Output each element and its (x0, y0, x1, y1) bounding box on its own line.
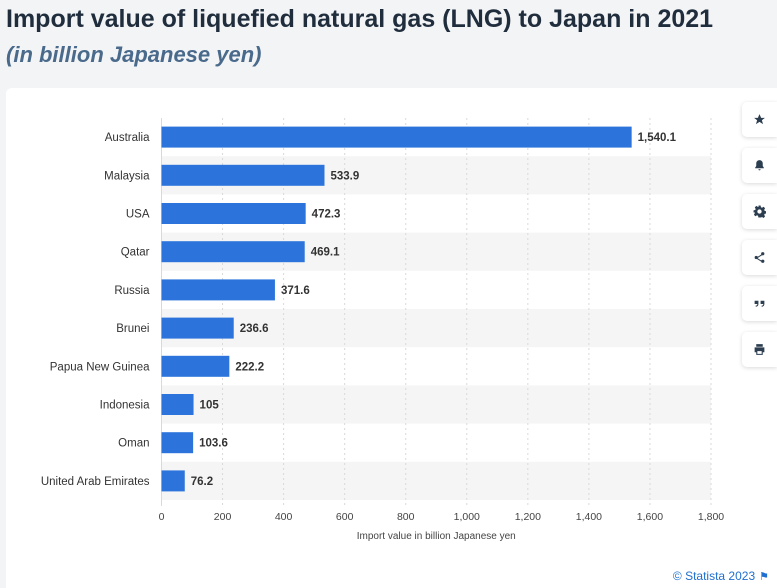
category-label: Australia (105, 132, 150, 144)
value-label: 1,540.1 (638, 132, 677, 144)
bar[interactable] (161, 241, 305, 263)
value-label: 105 (200, 400, 220, 412)
statista-credit[interactable]: © Statista 2023 ⚑ (673, 569, 769, 583)
bar[interactable] (161, 164, 325, 186)
category-label: Papua New Guinea (50, 361, 150, 373)
bar[interactable] (161, 394, 194, 415)
row-band (161, 309, 711, 348)
value-label: 76.2 (191, 476, 213, 488)
value-label: 533.9 (330, 170, 359, 182)
page-subtitle: (in billion Japanese yen) (6, 42, 262, 67)
category-label: USA (126, 209, 150, 221)
value-label: 222.2 (235, 361, 264, 373)
credit-text: © Statista 2023 (672, 569, 756, 583)
value-label: 103.6 (199, 438, 228, 450)
x-tick-label: 1,800 (698, 511, 724, 523)
star-icon (754, 114, 765, 125)
row-band (161, 461, 711, 500)
category-label: Oman (118, 438, 149, 450)
x-tick-label: 800 (397, 511, 415, 523)
x-tick-labels: 0 200 400 600 800 1,000 1,200 1,400 1,600 1,800 (159, 511, 725, 523)
bar-chart: Australia Malaysia USA Qatar Russia Brunei Pap… (41, 118, 725, 542)
flag-icon: ⚑ (759, 571, 769, 583)
x-axis-title: Import value in billion Japanese yen (357, 531, 516, 542)
value-label: 472.3 (312, 209, 341, 221)
print-icon (754, 344, 765, 355)
category-labels: Australia Malaysia USA Qatar Russia Brunei Pap… (41, 132, 150, 488)
bar[interactable] (161, 470, 185, 492)
page-title: Import value of liquefied natural gas (L… (6, 5, 714, 33)
side-toolbar (742, 102, 777, 378)
gear-icon (753, 205, 766, 218)
bar[interactable] (161, 432, 194, 454)
cite-button[interactable] (742, 286, 777, 321)
bell-icon (755, 160, 764, 171)
bar[interactable] (161, 203, 306, 224)
bar[interactable] (161, 317, 234, 339)
chart-card: Australia Malaysia USA Qatar Russia Brunei Pap… (6, 88, 777, 588)
print-button[interactable] (742, 332, 777, 367)
x-tick-label: 0 (159, 511, 165, 523)
x-tick-label: 400 (275, 511, 293, 523)
x-tick-label: 1,200 (515, 511, 541, 523)
favorite-button[interactable] (742, 102, 777, 137)
category-label: United Arab Emirates (41, 476, 150, 488)
category-label: Indonesia (100, 400, 150, 412)
value-label: 469.1 (311, 247, 340, 259)
value-label: 236.6 (240, 323, 269, 335)
row-bands (161, 156, 711, 500)
bars (161, 126, 632, 492)
x-tick-label: 200 (214, 511, 232, 523)
category-label: Malaysia (104, 170, 150, 182)
settings-button[interactable] (742, 194, 777, 229)
share-button[interactable] (742, 240, 777, 275)
x-tick-label: 1,400 (576, 511, 602, 523)
share-icon (754, 252, 765, 263)
value-labels: 1,540.1 533.9 472.3 469.1 371.6 236.6 222.2 105… (191, 132, 677, 488)
bar[interactable] (161, 279, 275, 301)
category-label: Russia (114, 285, 150, 297)
quote-icon (754, 300, 765, 307)
bar[interactable] (161, 126, 632, 148)
x-tick-label: 600 (336, 511, 354, 523)
category-label: Qatar (121, 247, 150, 259)
notification-button[interactable] (742, 148, 777, 183)
x-tick-label: 1,600 (637, 511, 663, 523)
x-tick-label: 1,000 (454, 511, 480, 523)
value-label: 371.6 (281, 285, 310, 297)
category-label: Brunei (116, 323, 149, 335)
row-band (161, 385, 711, 424)
bar[interactable] (161, 355, 230, 377)
